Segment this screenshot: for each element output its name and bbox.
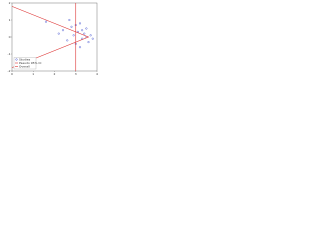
y-tick-label: 2 [9, 1, 11, 5]
legend-label: Studies [19, 58, 31, 62]
point [68, 19, 71, 22]
y-tick-label: -2 [8, 69, 11, 73]
point [78, 22, 81, 25]
point [66, 39, 69, 42]
point [83, 32, 86, 35]
point [72, 34, 75, 37]
x-tick-label: 2 [54, 72, 56, 76]
x-tick-label: 3 [75, 72, 77, 76]
y-tick-label: -1 [8, 52, 11, 56]
legend-label: Pseudo 95% CI [19, 61, 41, 65]
y-tick-label: 0 [9, 35, 11, 39]
legend-label: Overall [19, 65, 30, 69]
x-tick-label: 4 [96, 72, 98, 76]
point [87, 41, 90, 44]
point [78, 46, 81, 49]
point [70, 25, 73, 28]
point [45, 20, 48, 23]
point [91, 37, 94, 40]
point [81, 29, 84, 32]
point [57, 32, 60, 35]
y-tick-label: 1 [9, 18, 11, 22]
legend-swatch [15, 58, 18, 61]
point [85, 27, 88, 30]
point [62, 29, 65, 32]
legend-box [13, 57, 37, 70]
x-tick-label: 1 [32, 72, 34, 76]
x-tick-label: 0 [11, 72, 13, 76]
point [89, 34, 92, 37]
line [11, 6, 90, 68]
